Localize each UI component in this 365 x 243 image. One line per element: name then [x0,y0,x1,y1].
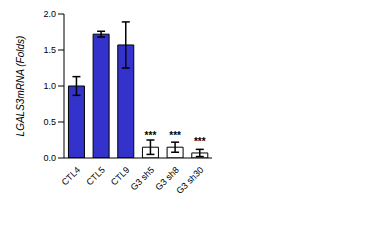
svg-text:***: *** [145,130,157,141]
svg-text:***: *** [169,130,181,141]
svg-text:LGALS3mRNA (Folds): LGALS3mRNA (Folds) [15,36,26,137]
svg-text:1.0: 1.0 [43,81,56,91]
svg-text:2.0: 2.0 [43,9,56,19]
svg-text:0.5: 0.5 [43,117,56,127]
svg-text:0.0: 0.0 [43,153,56,163]
svg-text:G3 sh5: G3 sh5 [129,165,157,193]
svg-text:***: *** [194,136,206,147]
svg-text:1.5: 1.5 [43,45,56,55]
svg-text:CTL4: CTL4 [60,165,83,188]
svg-text:CTL5: CTL5 [84,165,107,188]
svg-text:G3 sh8: G3 sh8 [153,164,181,193]
svg-text:G3 sh30: G3 sh30 [174,165,205,196]
svg-text:CTL9: CTL9 [109,165,132,188]
